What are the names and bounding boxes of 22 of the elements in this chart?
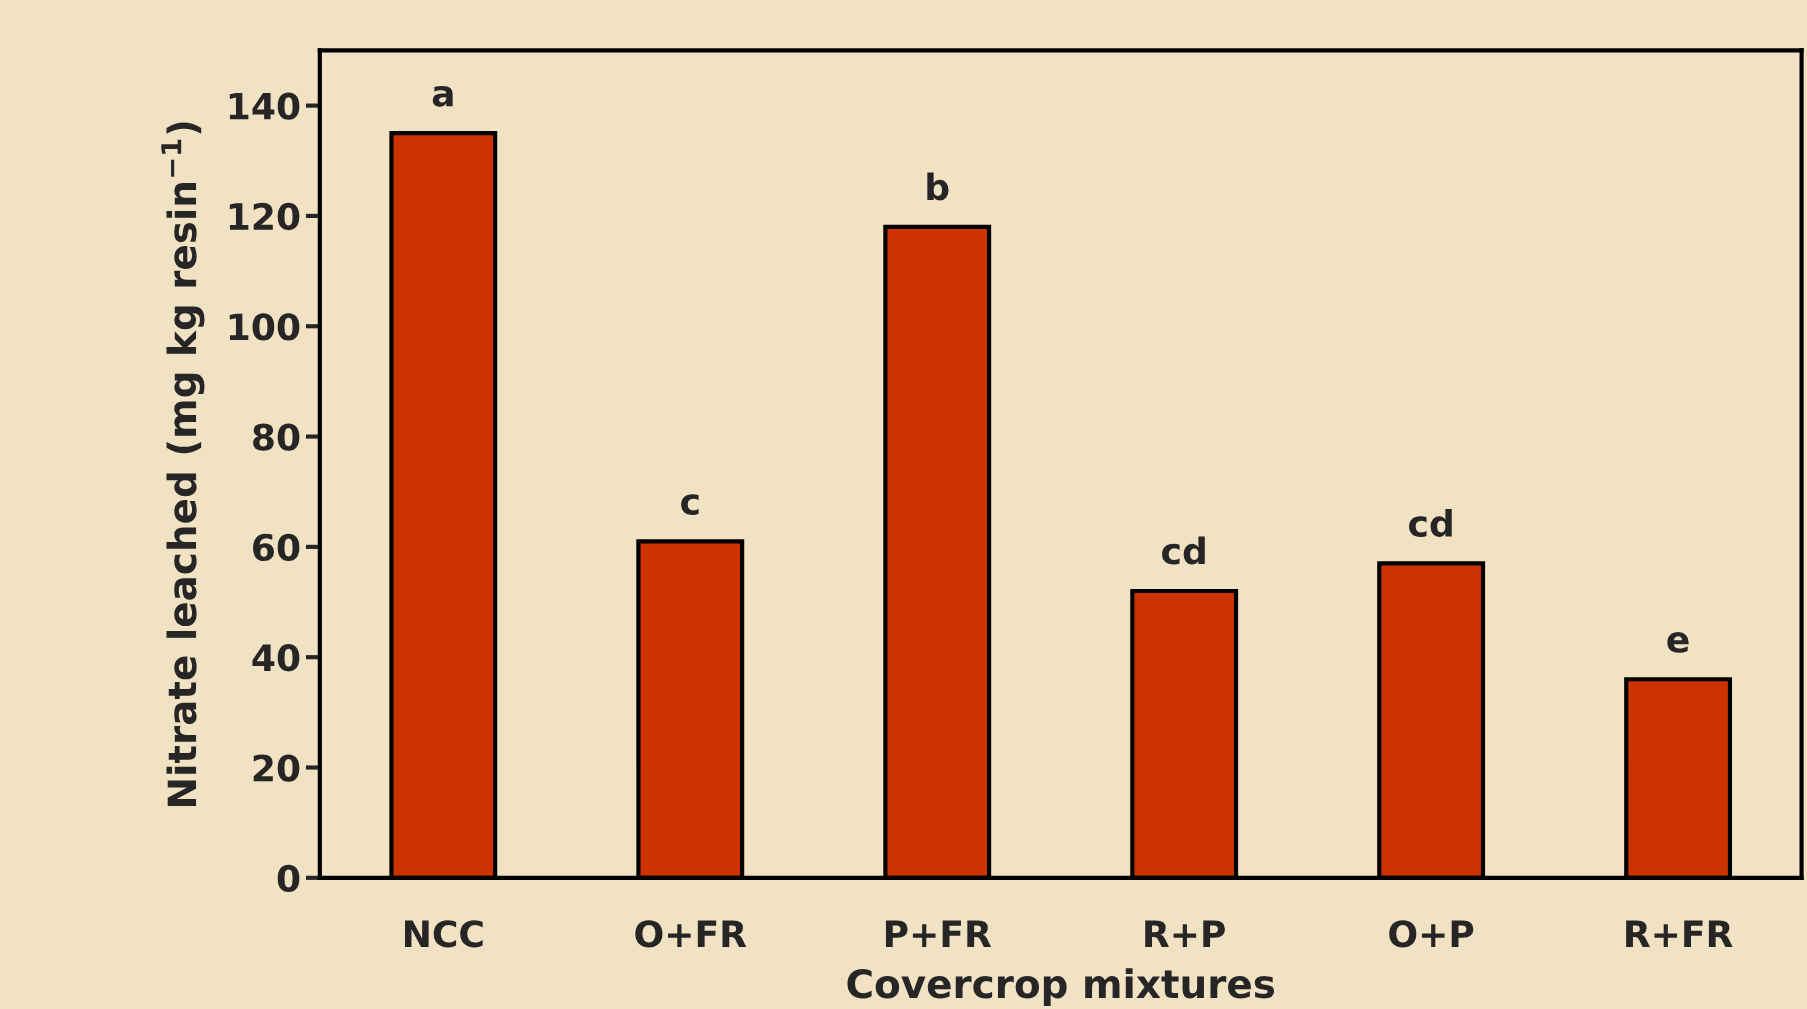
x-tick-label: O+FR xyxy=(635,920,747,948)
annotation: cd xyxy=(1162,536,1205,565)
annotation: a xyxy=(432,86,453,107)
y-tick-label: 40 xyxy=(252,644,300,672)
x-tick-label: R+FR xyxy=(1626,920,1733,947)
y-tick-label: 140 xyxy=(229,92,300,120)
x-tick-label: P+FR xyxy=(885,920,992,947)
y-tick-label: 120 xyxy=(229,202,300,231)
x-tick-label: O+P xyxy=(1389,920,1474,948)
annotation: e xyxy=(1667,632,1689,653)
annotation: c xyxy=(681,494,699,515)
x-tick-label: R+P xyxy=(1145,920,1225,947)
y-tick-label: 80 xyxy=(253,423,300,451)
annotation: b xyxy=(927,172,949,201)
x-tick-label: NCC xyxy=(405,920,483,948)
y-axis-title: Nitrate leached (mg kg resin$^{−1}$) xyxy=(161,122,205,806)
x-axis-title: Covercrop mixtures xyxy=(847,968,1275,1006)
y-tick-label: 20 xyxy=(253,754,300,782)
annotation: cd xyxy=(1409,509,1452,537)
y-tick-label: 100 xyxy=(229,313,300,341)
y-tick-label: 0 xyxy=(277,864,300,893)
y-tick-label: 60 xyxy=(253,533,300,562)
